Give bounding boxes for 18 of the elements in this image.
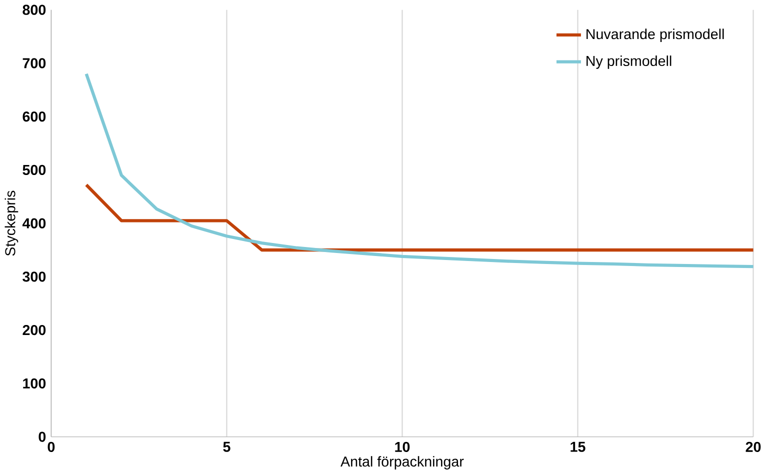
x-tick-label: 20	[746, 442, 761, 452]
y-axis-title: Styckepris	[4, 190, 18, 256]
y-tick-label: 600	[22, 111, 46, 122]
x-tick-label: 5	[223, 442, 230, 452]
y-tick-label: 300	[22, 271, 46, 282]
x-tick-label: 0	[48, 442, 55, 452]
x-tick-label: 10	[395, 442, 410, 452]
legend-label: Ny prismodell	[586, 55, 672, 69]
y-tick-label: 0	[38, 432, 46, 442]
y-tick-label: 500	[22, 164, 46, 175]
y-tick-label: 700	[22, 58, 46, 68]
y-tick-label: 800	[22, 4, 46, 15]
x-axis-title: Antal förpackningar	[340, 456, 464, 470]
y-tick-label: 400	[22, 218, 46, 228]
legend-label: Nuvarande prismodell	[586, 28, 724, 42]
x-tick-label: 15	[570, 442, 586, 452]
y-tick-label: 200	[22, 324, 46, 336]
y-tick-label: 100	[23, 378, 46, 388]
